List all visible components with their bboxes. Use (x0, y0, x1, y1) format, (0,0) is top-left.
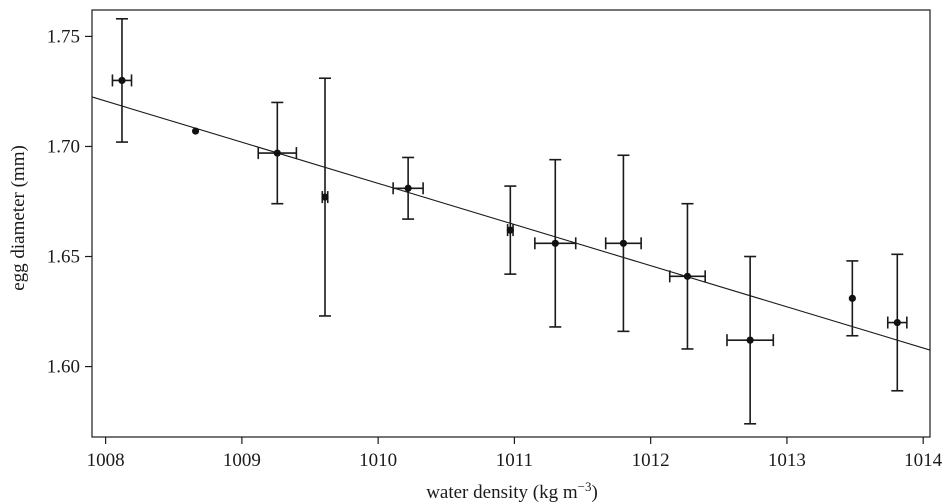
y-tick-label: 1.60 (47, 357, 80, 378)
x-tick-label: 1014 (904, 450, 943, 471)
data-points-layer (118, 76, 901, 344)
y-tick-label: 1.75 (47, 26, 80, 47)
x-axis-title-superscript: −3 (578, 479, 592, 494)
data-point (551, 239, 559, 247)
y-axis-title: egg diameter (mm) (8, 145, 29, 291)
error-bars-layer (111, 18, 908, 425)
data-point (848, 294, 856, 302)
plot-border (91, 9, 931, 438)
x-tick-label: 1013 (768, 450, 806, 471)
x-axis-ticks: 1008 1009 1010 1011 1012 1013 1014 (87, 437, 943, 471)
y-tick-label: 1.70 (47, 136, 80, 157)
data-point (321, 193, 329, 201)
data-point (273, 149, 281, 157)
x-tick-label: 1011 (496, 450, 533, 471)
y-axis-ticks: 1.60 1.65 1.70 1.75 (47, 26, 92, 378)
data-point (191, 127, 200, 135)
data-point (506, 226, 514, 234)
x-axis-title-main: water density (kg m (426, 482, 578, 503)
data-point (893, 318, 901, 327)
x-tick-label: 1012 (632, 450, 670, 471)
x-axis-title-suffix: ) (591, 482, 597, 503)
x-tick-label: 1010 (359, 450, 397, 471)
data-point (746, 336, 754, 344)
x-tick-label: 1009 (223, 450, 261, 471)
plot-frame (91, 9, 931, 438)
data-point (683, 272, 692, 280)
data-point (619, 239, 628, 247)
x-axis-title: water density (kg m−3) (426, 479, 598, 503)
data-point (118, 76, 126, 85)
data-point (404, 184, 412, 192)
x-tick-label: 1008 (87, 450, 125, 471)
y-tick-label: 1.65 (47, 247, 80, 268)
